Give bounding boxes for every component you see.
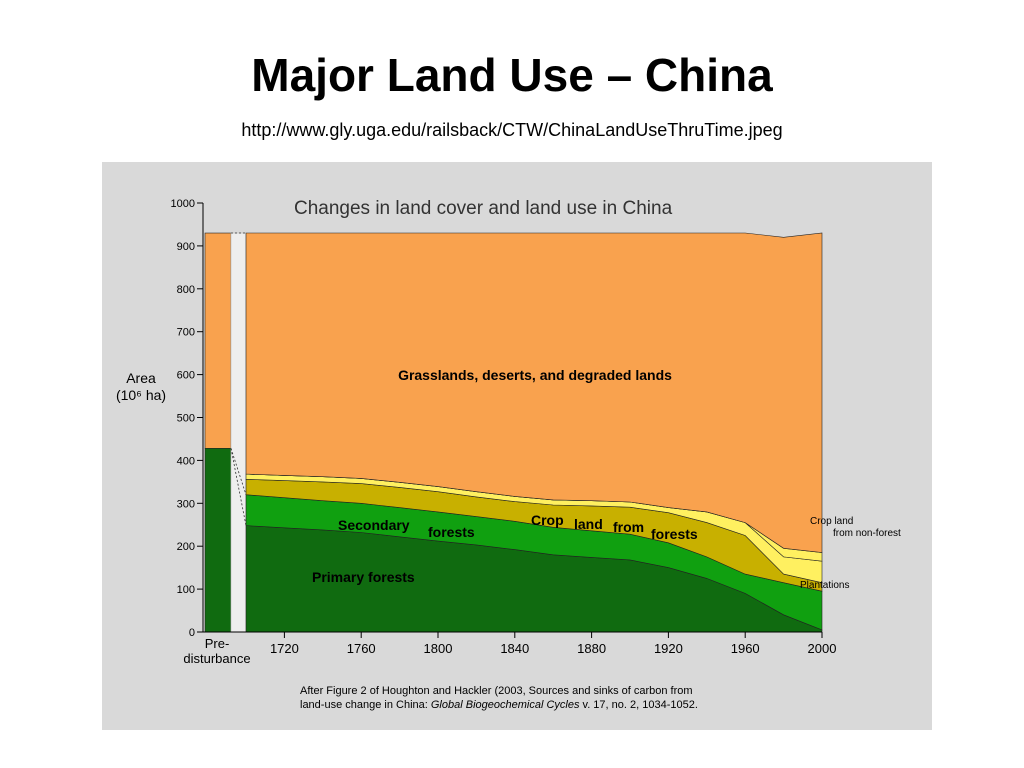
connector-primary <box>230 448 247 526</box>
label-grasslands: Grasslands, deserts, and degraded lands <box>398 367 672 383</box>
x-tick-label: 1880 <box>577 641 606 656</box>
x-tick-label: 2000 <box>808 641 837 656</box>
x-tick-label: 1760 <box>347 641 376 656</box>
x-tick-label: 1800 <box>424 641 453 656</box>
label-secondary-1: Secondary <box>338 517 410 533</box>
y-tick-label: 100 <box>177 584 195 596</box>
area-grasslands-deserts-and-degraded-lands <box>245 232 823 553</box>
label-crop-2: land <box>574 516 603 532</box>
x-tick-label: 1720 <box>270 641 299 656</box>
predisturbance-gap <box>230 232 247 633</box>
y-axis-label: Area <box>126 370 156 386</box>
label-primary: Primary forests <box>312 569 415 585</box>
label-crop-nonforest-2: from non-forest <box>833 528 901 539</box>
predisturbance-grassland-bar <box>204 232 232 449</box>
predisturbance-label-1: Pre- <box>205 636 230 651</box>
y-tick-label: 900 <box>177 241 195 253</box>
chart-caption-line-1: After Figure 2 of Houghton and Hackler (… <box>300 685 693 697</box>
y-tick-label: 800 <box>177 284 195 296</box>
x-tick-label: 1840 <box>500 641 529 656</box>
y-axis-unit: (10⁶ ha) <box>116 387 166 403</box>
y-tick-label: 700 <box>177 327 195 339</box>
label-crop-nonforest-1: Crop land <box>810 516 853 527</box>
x-tick-label: 1960 <box>731 641 760 656</box>
y-tick-label: 1000 <box>171 198 195 210</box>
caption-journal: Global Biogeochemical Cycles <box>431 699 580 711</box>
y-tick-label: 400 <box>177 455 195 467</box>
slide-title: Major Land Use – China <box>251 49 773 101</box>
caption-line2-post: v. 17, no. 2, 1034-1052. <box>579 699 697 711</box>
label-crop-1: Crop <box>531 512 564 528</box>
connector-secondary <box>230 448 247 495</box>
label-crop-3: from <box>613 519 644 535</box>
y-tick-label: 300 <box>177 498 195 510</box>
label-plantations: Plantations <box>800 580 849 591</box>
chart-caption-line-2: land-use change in China: Global Biogeoc… <box>300 699 698 711</box>
predisturbance-forest-bar <box>204 448 232 633</box>
chart-svg: 0 100 200 300 400 500 600 700 800 900 1000 1720 1760… <box>116 198 901 711</box>
label-crop-4: forests <box>651 526 698 542</box>
y-tick-label: 500 <box>177 413 195 425</box>
slide-subtitle: http://www.gly.uga.edu/railsback/CTW/Chi… <box>241 120 783 140</box>
y-tick-label: 0 <box>189 627 195 639</box>
x-tick-label: 1920 <box>654 641 683 656</box>
label-secondary-2: forests <box>428 524 475 540</box>
y-tick-label: 600 <box>177 370 195 382</box>
predisturbance-label-2: disturbance <box>183 651 250 666</box>
y-tick-label: 200 <box>177 541 195 553</box>
caption-line2-pre: land-use change in China: <box>300 699 431 711</box>
chart-title: Changes in land cover and land use in Ch… <box>294 198 673 219</box>
chart-figure: 0 100 200 300 400 500 600 700 800 900 1000 1720 1760… <box>102 162 932 730</box>
